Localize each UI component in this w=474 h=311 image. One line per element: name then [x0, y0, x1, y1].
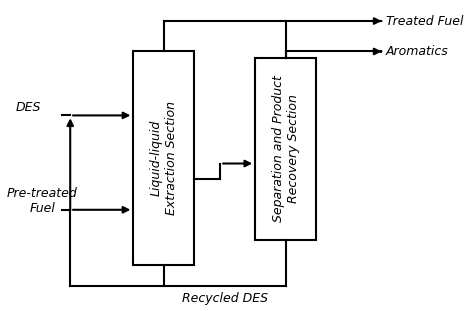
Text: Separation and Product
Recovery Section: Separation and Product Recovery Section: [272, 76, 300, 222]
Text: DES: DES: [16, 101, 41, 114]
Text: Aromatics: Aromatics: [386, 45, 448, 58]
Text: Treated Fuel: Treated Fuel: [386, 15, 463, 28]
Text: Recycled DES: Recycled DES: [182, 292, 268, 305]
Text: Liquid-liquid
Extraction Section: Liquid-liquid Extraction Section: [150, 101, 178, 215]
Bar: [133, 52, 194, 265]
Bar: [255, 58, 316, 240]
Text: Pre-treated
Fuel: Pre-treated Fuel: [7, 187, 78, 215]
